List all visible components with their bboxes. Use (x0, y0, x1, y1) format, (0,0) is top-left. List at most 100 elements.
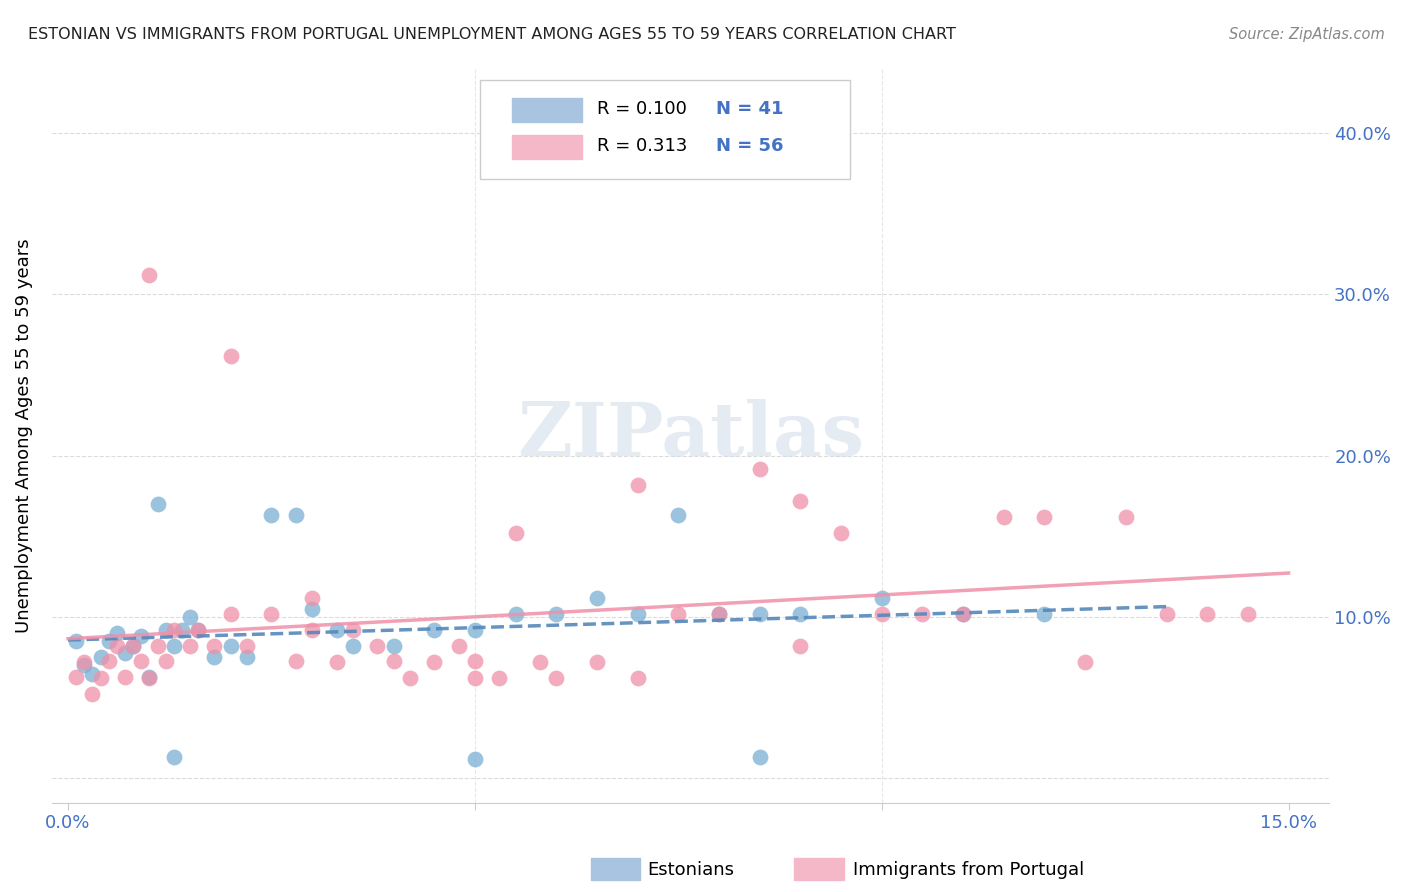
Point (748, 461, 770, 475)
Y-axis label: Unemployment Among Ages 55 to 59 years: Unemployment Among Ages 55 to 59 years (15, 238, 32, 632)
Point (870, 591, 893, 605)
Point (423, 655, 446, 669)
Point (789, 607, 811, 621)
Point (529, 655, 551, 669)
Text: Source: ZipAtlas.com: Source: ZipAtlas.com (1229, 27, 1385, 42)
Point (382, 639, 405, 653)
Text: R = 0.313: R = 0.313 (598, 136, 688, 154)
Point (73, 655, 96, 669)
Point (626, 607, 648, 621)
Point (789, 639, 811, 653)
Point (586, 591, 609, 605)
Point (187, 623, 209, 637)
Point (748, 607, 770, 621)
FancyBboxPatch shape (512, 135, 582, 159)
Text: Immigrants from Portugal: Immigrants from Portugal (853, 861, 1084, 879)
Point (1033, 510, 1056, 524)
Point (236, 650, 259, 665)
Point (830, 526, 852, 541)
Point (155, 654, 177, 668)
Point (789, 494, 811, 508)
Point (122, 639, 145, 653)
Point (952, 607, 974, 621)
Point (1074, 655, 1097, 669)
Point (447, 639, 470, 653)
FancyBboxPatch shape (479, 79, 851, 178)
Point (284, 654, 307, 668)
Point (73, 658, 96, 673)
Point (952, 607, 974, 621)
Point (382, 654, 405, 668)
Point (97, 634, 120, 648)
Point (65, 634, 87, 648)
Point (626, 672, 648, 686)
Point (505, 607, 527, 621)
Point (163, 750, 186, 764)
Point (748, 750, 770, 764)
Point (284, 508, 307, 523)
Point (170, 623, 193, 637)
Point (488, 672, 510, 686)
Text: N = 56: N = 56 (716, 136, 783, 154)
Point (219, 607, 242, 621)
Text: Estonians: Estonians (647, 861, 734, 879)
Point (707, 607, 730, 621)
Point (707, 607, 730, 621)
Point (146, 497, 169, 511)
Point (82, 666, 104, 681)
Point (626, 477, 648, 491)
Point (464, 623, 486, 637)
Point (204, 650, 226, 665)
Point (65, 670, 87, 684)
Point (187, 623, 209, 637)
Point (204, 639, 226, 653)
Point (129, 654, 152, 668)
Text: ESTONIAN VS IMMIGRANTS FROM PORTUGAL UNEMPLOYMENT AMONG AGES 55 TO 59 YEARS CORR: ESTONIAN VS IMMIGRANTS FROM PORTUGAL UNE… (28, 27, 956, 42)
Point (1115, 510, 1137, 524)
Point (342, 623, 364, 637)
Point (464, 752, 486, 766)
Point (146, 639, 169, 653)
Point (546, 672, 568, 686)
Point (138, 268, 160, 282)
Point (505, 526, 527, 541)
Point (1033, 607, 1056, 621)
Point (993, 510, 1015, 524)
Point (90, 672, 112, 686)
Point (82, 688, 104, 702)
Text: R = 0.100: R = 0.100 (598, 100, 688, 118)
Point (114, 646, 136, 660)
Point (1156, 607, 1178, 621)
Point (398, 672, 420, 686)
Point (105, 626, 128, 640)
Point (90, 650, 112, 665)
Point (260, 508, 283, 523)
Point (260, 607, 283, 621)
Point (114, 670, 136, 684)
Point (97, 654, 120, 668)
Text: N = 41: N = 41 (716, 100, 783, 118)
Point (366, 639, 388, 653)
Point (138, 670, 160, 684)
Point (219, 639, 242, 653)
Point (155, 623, 177, 637)
Point (129, 629, 152, 643)
Point (301, 602, 323, 616)
Point (105, 639, 128, 653)
Point (1237, 607, 1260, 621)
Point (325, 623, 347, 637)
Text: ZIPatlas: ZIPatlas (517, 399, 865, 472)
Point (236, 639, 259, 653)
Point (870, 607, 893, 621)
Point (911, 607, 934, 621)
Point (138, 672, 160, 686)
Point (666, 607, 689, 621)
Point (163, 639, 186, 653)
Point (219, 349, 242, 363)
Point (546, 607, 568, 621)
Point (163, 623, 186, 637)
Point (464, 672, 486, 686)
FancyBboxPatch shape (512, 98, 582, 122)
Point (342, 639, 364, 653)
Point (1197, 607, 1219, 621)
